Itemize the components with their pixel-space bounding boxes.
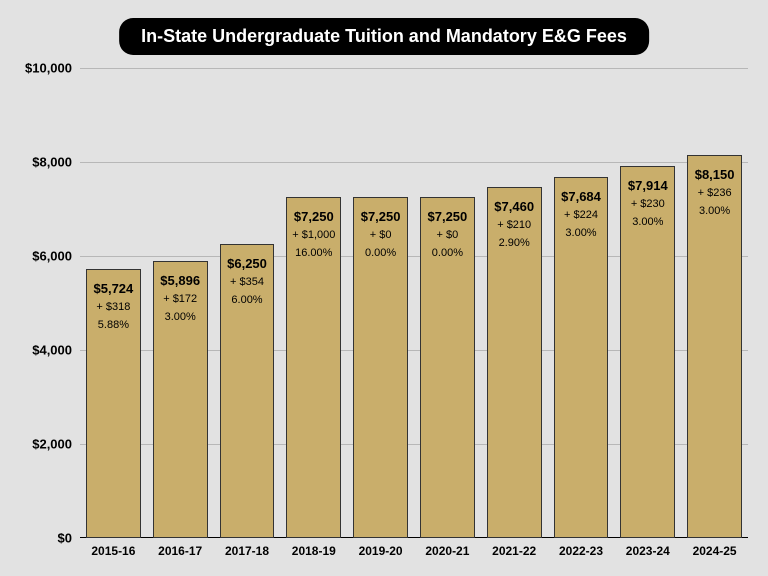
- ytick-label: $2,000: [32, 437, 72, 452]
- gridline: [80, 68, 748, 69]
- bar-value-label: $5,896: [160, 273, 200, 288]
- xtick-label: 2016-17: [158, 544, 202, 558]
- bar-pct-label: 2.90%: [499, 237, 530, 249]
- bar-value-label: $7,684: [561, 189, 601, 204]
- bar-delta-label: + $224: [564, 209, 598, 221]
- plot-area: $0$2,000$4,000$6,000$8,000$10,000$5,724+…: [80, 68, 748, 538]
- bar-pct-label: 0.00%: [432, 247, 463, 259]
- bar-pct-label: 5.88%: [98, 319, 129, 331]
- bar: [220, 244, 275, 538]
- bar-value-label: $6,250: [227, 256, 267, 271]
- bar-value-label: $5,724: [94, 281, 134, 296]
- bar-pct-label: 3.00%: [632, 216, 663, 228]
- bar-pct-label: 3.00%: [565, 227, 596, 239]
- bar-pct-label: 0.00%: [365, 247, 396, 259]
- xtick-label: 2022-23: [559, 544, 603, 558]
- xtick-label: 2018-19: [292, 544, 336, 558]
- bar-value-label: $8,150: [695, 167, 735, 182]
- bar-delta-label: + $0: [370, 229, 392, 241]
- xtick-label: 2024-25: [693, 544, 737, 558]
- xtick-label: 2020-21: [425, 544, 469, 558]
- chart-title: In-State Undergraduate Tuition and Manda…: [119, 18, 649, 55]
- bar-value-label: $7,460: [494, 199, 534, 214]
- ytick-label: $10,000: [25, 61, 72, 76]
- xtick-label: 2019-20: [359, 544, 403, 558]
- bar-delta-label: + $210: [497, 219, 531, 231]
- bar-delta-label: + $0: [437, 229, 459, 241]
- bar-pct-label: 3.00%: [165, 311, 196, 323]
- bar-pct-label: 3.00%: [699, 205, 730, 217]
- bar-delta-label: + $230: [631, 198, 665, 210]
- xtick-label: 2017-18: [225, 544, 269, 558]
- bar-delta-label: + $236: [698, 187, 732, 199]
- bar-delta-label: + $354: [230, 276, 264, 288]
- ytick-label: $0: [58, 531, 72, 546]
- bar-pct-label: 6.00%: [231, 294, 262, 306]
- chart-container: In-State Undergraduate Tuition and Manda…: [0, 0, 768, 576]
- xtick-label: 2023-24: [626, 544, 670, 558]
- bar-delta-label: + $318: [96, 301, 130, 313]
- bar-value-label: $7,250: [361, 209, 401, 224]
- xtick-label: 2015-16: [91, 544, 135, 558]
- bar-value-label: $7,914: [628, 178, 668, 193]
- gridline: [80, 162, 748, 163]
- ytick-label: $4,000: [32, 343, 72, 358]
- bar-delta-label: + $172: [163, 293, 197, 305]
- bar-pct-label: 16.00%: [295, 247, 332, 259]
- bar-delta-label: + $1,000: [292, 229, 335, 241]
- ytick-label: $6,000: [32, 249, 72, 264]
- bar-value-label: $7,250: [294, 209, 334, 224]
- ytick-label: $8,000: [32, 155, 72, 170]
- bar-value-label: $7,250: [428, 209, 468, 224]
- xtick-label: 2021-22: [492, 544, 536, 558]
